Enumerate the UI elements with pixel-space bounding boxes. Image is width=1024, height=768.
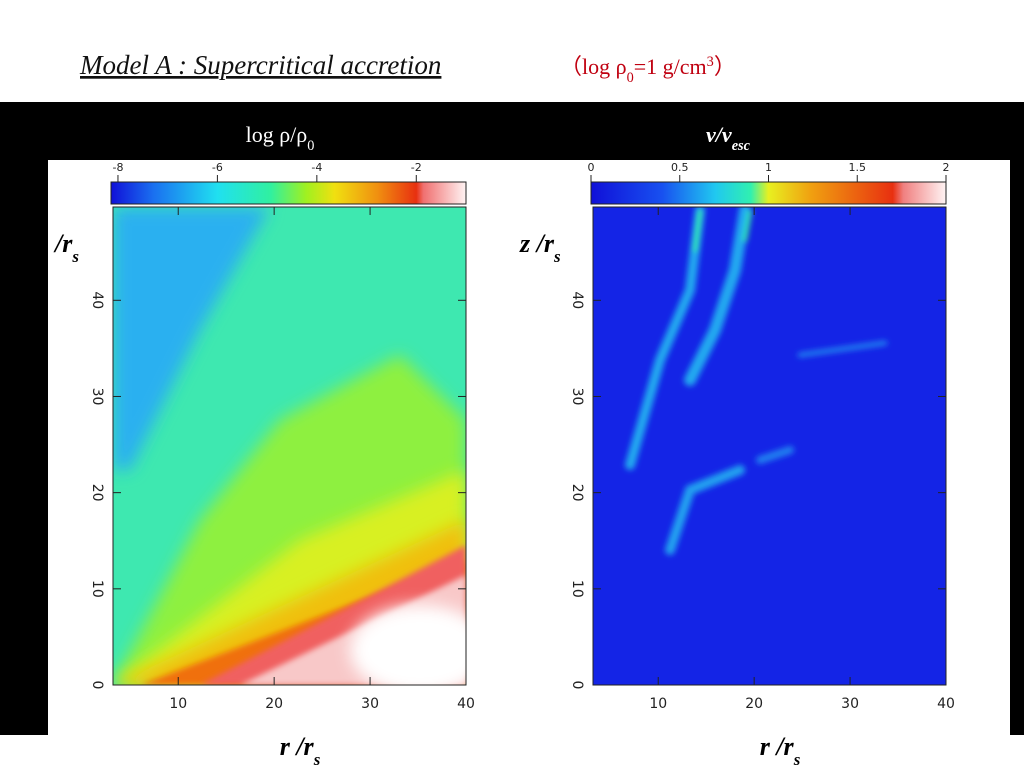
x-axis-label: r /rs xyxy=(280,732,321,768)
colorbar-tick-label: 1.5 xyxy=(849,161,867,174)
text-sub: s xyxy=(313,750,321,768)
colorbar-tick-label: 0.5 xyxy=(671,161,689,174)
text-segment: =1 g/cm xyxy=(634,54,707,79)
text-sub: s xyxy=(71,247,79,266)
y-tick-label: 10 xyxy=(569,580,585,598)
y-tick-label: 30 xyxy=(89,388,105,406)
x-tick-label: 20 xyxy=(745,696,763,712)
y-axis-label: z /rs xyxy=(519,229,561,266)
text-segment: v/v xyxy=(706,122,732,147)
slide-title: Model A : Supercritical accretion xyxy=(79,50,441,80)
y-tick-label: 20 xyxy=(89,484,105,502)
text-sub: 0 xyxy=(627,70,634,86)
y-axis-label: /rs xyxy=(53,229,79,266)
x-tick-label: 40 xyxy=(457,696,475,712)
colorbar-tick-label: -6 xyxy=(212,161,223,174)
density-map xyxy=(113,207,466,685)
y-tick-label: 40 xyxy=(569,291,585,309)
text-sub: s xyxy=(793,750,801,768)
colorbar-tick-label: 0 xyxy=(588,161,595,174)
velocity-map xyxy=(593,207,946,685)
y-tick-label: 10 xyxy=(89,580,105,598)
x-tick-label: 20 xyxy=(265,696,283,712)
text-segment: log ρ/ρ xyxy=(246,122,308,147)
colorbar-tick-label: 1 xyxy=(765,161,772,174)
plot-frame xyxy=(592,206,947,686)
x-tick-label: 40 xyxy=(937,696,955,712)
title-note: （log ρ0=1 g/cm3） xyxy=(560,54,736,86)
colorbar-tick-label: -8 xyxy=(112,161,123,174)
text-sub: esc xyxy=(732,138,751,154)
text-super: 3 xyxy=(707,54,714,70)
panel-label: v/vesc xyxy=(706,122,751,154)
y-tick-label: 0 xyxy=(569,681,585,690)
text-segment: r /r xyxy=(760,732,795,761)
colorbar-tick-label: -4 xyxy=(311,161,322,174)
x-tick-label: 10 xyxy=(169,696,187,712)
colorbar-velocity xyxy=(590,181,947,205)
text-segment: （log ρ xyxy=(560,54,627,79)
colorbar-tick-label: 2 xyxy=(943,161,950,174)
y-tick-label: 20 xyxy=(569,484,585,502)
text-segment: r /r xyxy=(280,732,315,761)
text-sub: s xyxy=(553,247,561,266)
colorbar-tick-label: -2 xyxy=(411,161,422,174)
text-sub: 0 xyxy=(307,138,314,154)
text-segment: ） xyxy=(714,54,736,79)
text-segment: /r xyxy=(53,229,73,258)
plot-frame xyxy=(112,206,467,686)
x-tick-label: 10 xyxy=(649,696,667,712)
panel-label: log ρ/ρ0 xyxy=(246,122,315,154)
x-axis-label: r /rs xyxy=(760,732,801,768)
x-tick-label: 30 xyxy=(361,696,379,712)
y-tick-label: 40 xyxy=(89,291,105,309)
y-tick-label: 30 xyxy=(569,388,585,406)
text-segment: z /r xyxy=(519,229,555,258)
colorbar-density xyxy=(110,181,467,205)
x-tick-label: 30 xyxy=(841,696,859,712)
y-tick-label: 0 xyxy=(89,681,105,690)
